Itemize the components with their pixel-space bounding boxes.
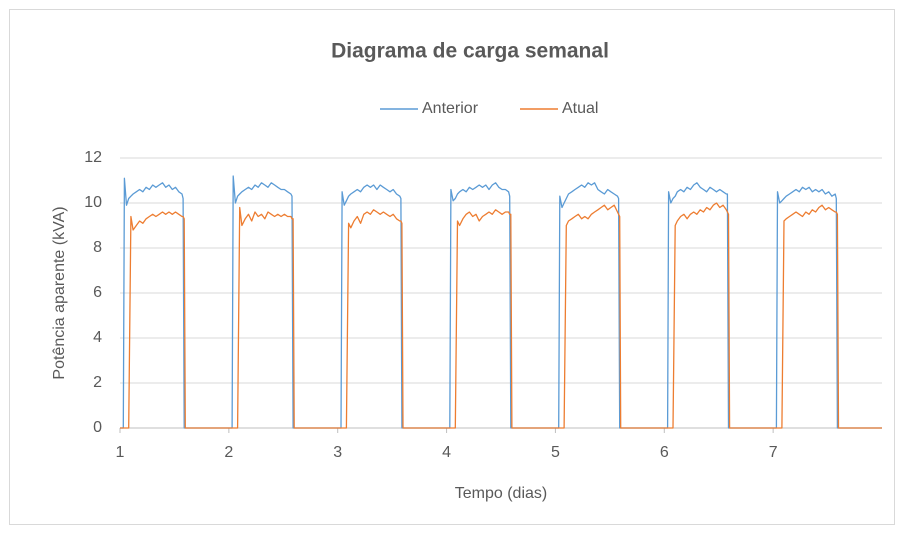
x-tick-label: 4 xyxy=(442,444,451,461)
y-axis-label: Potência aparente (kVA) xyxy=(51,206,68,379)
y-tick-label: 10 xyxy=(84,194,102,211)
data-line xyxy=(120,202,882,429)
x-tick-label: 1 xyxy=(116,444,125,461)
y-tick-label: 0 xyxy=(93,419,102,436)
x-tick-label: 6 xyxy=(660,444,669,461)
legend-label: Anterior xyxy=(422,100,479,117)
chart-border xyxy=(9,9,895,525)
data-line xyxy=(120,175,882,429)
x-tick-label: 5 xyxy=(551,444,560,461)
y-tick-label: 4 xyxy=(93,329,102,346)
chart-title: Diagrama de carga semanal xyxy=(331,40,609,63)
y-tick-label: 2 xyxy=(93,374,102,391)
x-tick-label: 3 xyxy=(333,444,342,461)
y-tick-label: 8 xyxy=(93,239,102,256)
x-axis-label: Tempo (dias) xyxy=(455,485,547,502)
x-tick-label: 2 xyxy=(224,444,233,461)
x-tick-label: 7 xyxy=(769,444,778,461)
y-tick-label: 6 xyxy=(93,284,102,301)
legend-label: Atual xyxy=(562,100,598,117)
y-tick-label: 12 xyxy=(84,149,102,166)
